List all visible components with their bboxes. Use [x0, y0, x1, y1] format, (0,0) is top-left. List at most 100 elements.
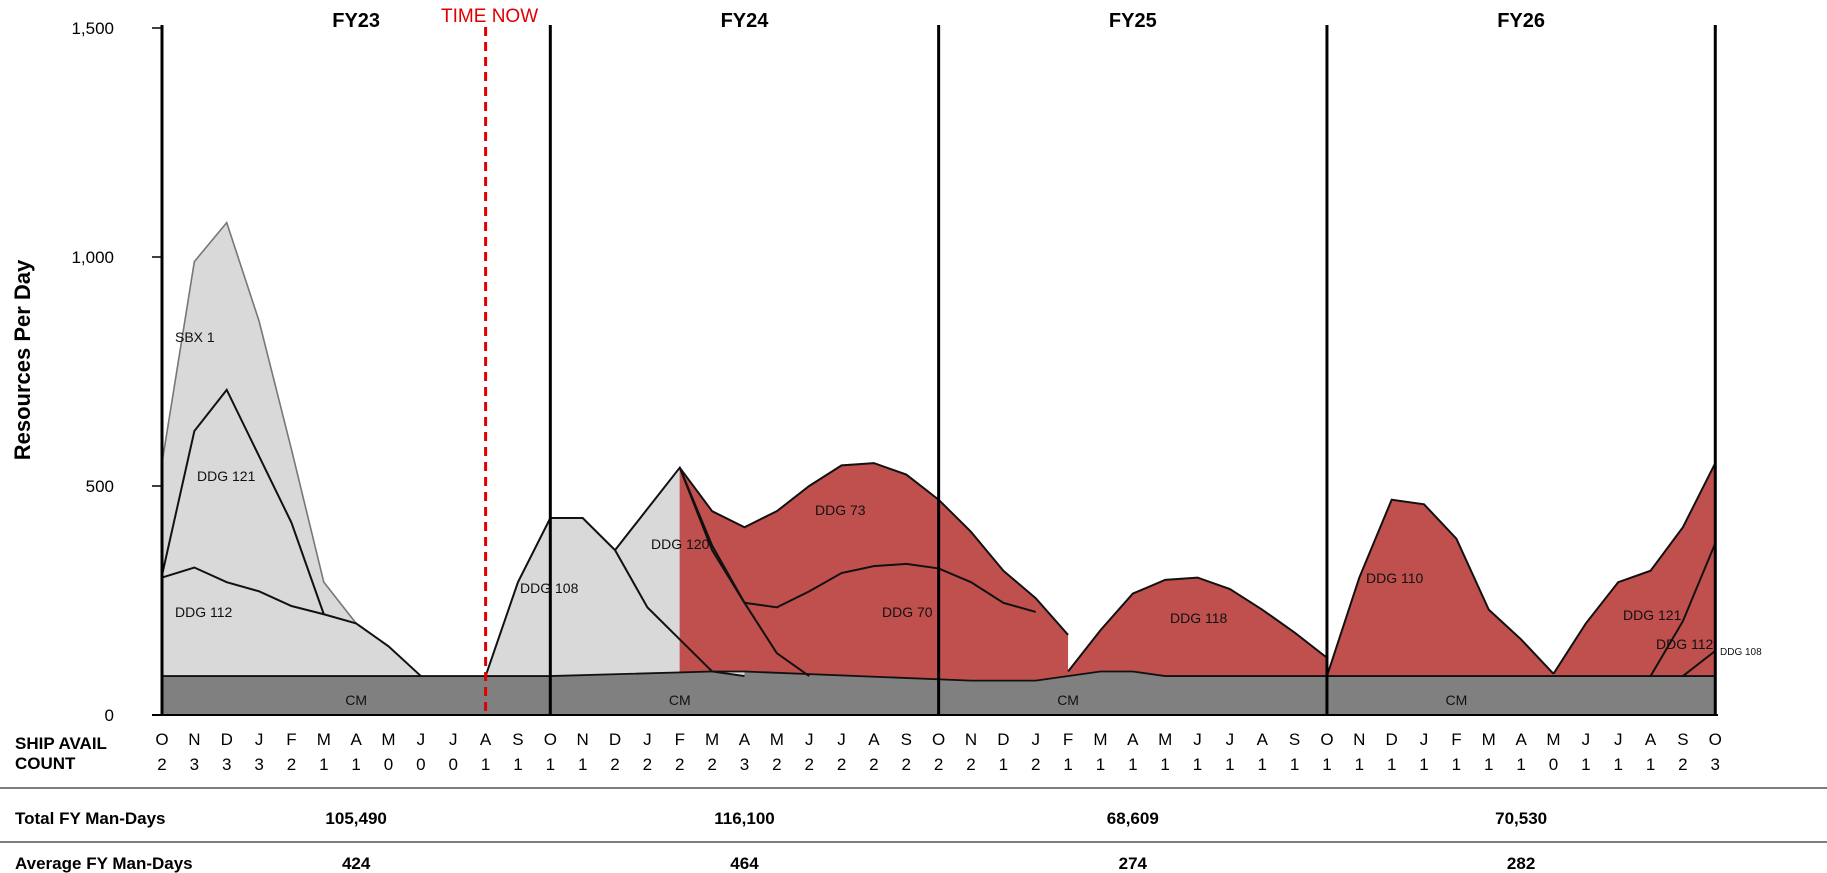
month-label-22: A — [868, 730, 880, 749]
count-label-23: 2 — [902, 755, 911, 774]
count-label-43: 0 — [1549, 755, 1558, 774]
month-label-11: S — [512, 730, 523, 749]
area-label-4: DDG 108 — [520, 580, 579, 596]
y-tick-label-2: 1,000 — [71, 248, 114, 267]
count-label-6: 1 — [351, 755, 360, 774]
average-man-days-2: 274 — [1119, 854, 1148, 873]
month-label-18: A — [739, 730, 751, 749]
count-label-24: 2 — [934, 755, 943, 774]
outline-ddg-108-12 — [1682, 650, 1716, 677]
count-label-46: 1 — [1646, 755, 1655, 774]
count-label-8: 0 — [416, 755, 425, 774]
ship-avail-title: SHIP AVAIL — [15, 734, 107, 753]
outline-ddg-112-1 — [161, 566, 422, 677]
time-now-label: TIME NOW — [441, 6, 538, 27]
count-label-33: 1 — [1225, 755, 1234, 774]
month-label-15: J — [643, 730, 652, 749]
month-label-25: N — [965, 730, 977, 749]
area-ddg-110-9 — [1326, 499, 1554, 677]
count-label-26: 1 — [999, 755, 1008, 774]
fy-label-fy26: FY26 — [1497, 10, 1545, 32]
total-man-days-1: 116,100 — [714, 809, 775, 828]
area-ddg-112-11 — [1650, 543, 1716, 677]
area-ddg-121-10 — [1553, 463, 1716, 677]
month-label-0: O — [155, 730, 168, 749]
count-label-19: 2 — [772, 755, 781, 774]
count-label-22: 2 — [869, 755, 878, 774]
total-man-days-2: 68,609 — [1107, 809, 1159, 828]
count-label-34: 1 — [1258, 755, 1267, 774]
count-label-2: 3 — [222, 755, 231, 774]
count-label-32: 1 — [1193, 755, 1202, 774]
month-label-12: O — [544, 730, 557, 749]
count-title: COUNT — [15, 754, 76, 773]
y-tick-label-0: 0 — [105, 706, 114, 725]
summary-values: 105,490 116,100 68,609 70,530 424 464 274 282 — [325, 809, 1547, 873]
count-label-38: 1 — [1387, 755, 1396, 774]
month-label-31: M — [1158, 730, 1172, 749]
count-label-1: 3 — [190, 755, 199, 774]
count-label-18: 3 — [740, 755, 749, 774]
month-label-30: A — [1127, 730, 1139, 749]
count-label-7: 0 — [384, 755, 393, 774]
month-label-13: N — [577, 730, 589, 749]
count-label-37: 1 — [1355, 755, 1364, 774]
month-label-45: J — [1614, 730, 1623, 749]
month-label-1: N — [188, 730, 200, 749]
month-label-7: M — [381, 730, 395, 749]
month-label-48: O — [1709, 730, 1722, 749]
month-label-10: A — [480, 730, 492, 749]
area-label-3: SBX 1 — [175, 329, 215, 345]
month-label-28: F — [1063, 730, 1073, 749]
count-label-42: 1 — [1516, 755, 1525, 774]
count-label-5: 1 — [319, 755, 328, 774]
month-label-5: M — [317, 730, 331, 749]
month-label-2: D — [221, 730, 233, 749]
count-label-39: 1 — [1419, 755, 1428, 774]
month-label-17: M — [705, 730, 719, 749]
area-label-cm-2: CM — [1057, 692, 1079, 708]
month-label-24: O — [932, 730, 945, 749]
outline-ddg-120-5 — [614, 465, 810, 677]
count-label-41: 1 — [1484, 755, 1493, 774]
month-label-36: O — [1320, 730, 1333, 749]
average-man-days-0: 424 — [342, 854, 371, 873]
average-man-days-1: 464 — [730, 854, 759, 873]
y-tick-label-1: 500 — [86, 477, 114, 496]
count-label-9: 0 — [449, 755, 458, 774]
month-label-29: M — [1093, 730, 1107, 749]
outline-ddg-70-6 — [678, 467, 1036, 613]
count-label-40: 1 — [1452, 755, 1461, 774]
ship-avail-count-row: 2 3 3 3 2 1 1 0 0 0 1 1 1 1 2 2 2 2 3 2 2 2 2 2 2 2 1 2 1 1 1 1 1 1 1 1 1 1 1 1… — [157, 755, 1720, 774]
y-axis: 0 500 1,000 1,500 — [71, 19, 1718, 725]
area-label-cm-3: CM — [1446, 692, 1468, 708]
count-label-17: 2 — [707, 755, 716, 774]
time-now-marker: TIME NOW — [441, 6, 538, 715]
average-man-days-3: 282 — [1507, 854, 1535, 873]
count-label-35: 1 — [1290, 755, 1299, 774]
month-label-37: N — [1353, 730, 1365, 749]
month-label-19: M — [770, 730, 784, 749]
count-label-28: 1 — [1063, 755, 1072, 774]
area-ddg-112-1 — [162, 567, 421, 677]
area-label-12: DDG 108 — [1720, 647, 1762, 658]
month-label-40: F — [1451, 730, 1461, 749]
fy-label-fy25: FY25 — [1109, 10, 1157, 32]
month-label-4: F — [286, 730, 296, 749]
count-label-44: 1 — [1581, 755, 1590, 774]
area-label-1: DDG 112 — [175, 604, 233, 620]
month-label-41: M — [1482, 730, 1496, 749]
count-label-29: 1 — [1096, 755, 1105, 774]
area-label-cm-1: CM — [669, 692, 691, 708]
outline-ddg-121-2 — [161, 387, 325, 615]
count-label-31: 1 — [1160, 755, 1169, 774]
count-label-14: 2 — [610, 755, 619, 774]
count-label-12: 1 — [546, 755, 555, 774]
month-label-35: S — [1289, 730, 1300, 749]
count-label-0: 2 — [157, 755, 166, 774]
month-label-34: A — [1257, 730, 1269, 749]
average-man-days-title: Average FY Man-Days — [15, 854, 193, 873]
y-axis-title: Resources Per Day — [10, 259, 35, 460]
month-label-3: J — [255, 730, 264, 749]
count-label-10: 1 — [481, 755, 490, 774]
